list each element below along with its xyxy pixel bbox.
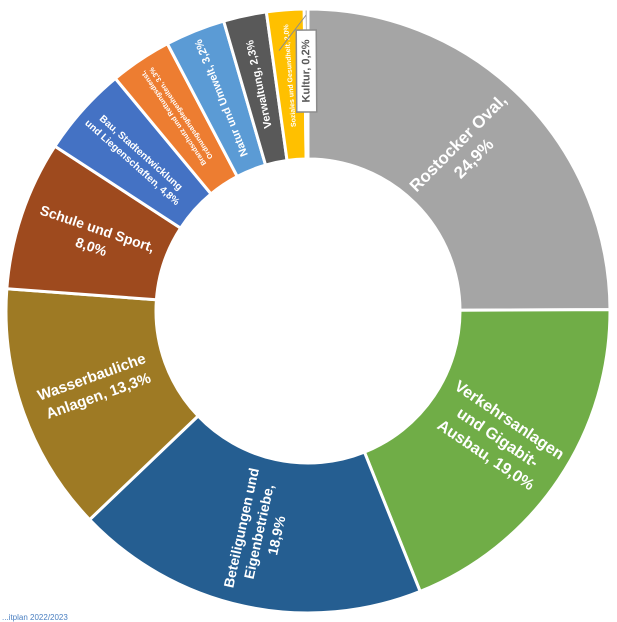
slice-3 [4,287,201,522]
slice-1 [362,308,612,594]
slice-0 [306,7,612,312]
kultur-leader-line [278,14,307,51]
slice-label-10: Kultur, 0,2% [295,29,318,113]
footnote: ...itplan 2022/2023 [2,613,68,622]
slice-label-10-line-0: Kultur, 0,2% [300,39,312,102]
kultur-label-box [295,29,318,113]
slice-2 [87,413,423,615]
